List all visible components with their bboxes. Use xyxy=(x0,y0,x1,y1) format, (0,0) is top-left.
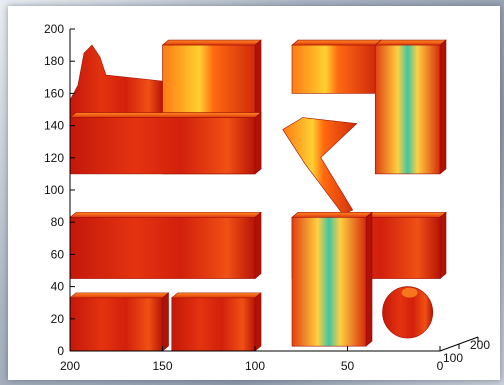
block-front-face xyxy=(69,297,163,352)
block-top-face xyxy=(291,212,373,218)
block-top-face xyxy=(291,39,383,46)
x-tick-label: 150 xyxy=(152,359,172,373)
block-front-face xyxy=(69,117,256,175)
block-top-right-a xyxy=(291,39,383,95)
x-tick-label: 200 xyxy=(60,359,80,373)
y-tick-label: 40 xyxy=(51,280,65,294)
block-bottom-left-box xyxy=(69,111,262,175)
y-tick-label: 120 xyxy=(44,151,64,165)
block-top-face xyxy=(69,112,262,118)
y-tick-label: 100 xyxy=(44,183,64,197)
block-top-face xyxy=(69,212,262,218)
y-tick-label: 20 xyxy=(51,312,65,326)
block-top-face xyxy=(170,292,262,299)
z-tick-label: 200 xyxy=(470,338,490,352)
block-side-face xyxy=(439,39,447,175)
x-tick-label: 100 xyxy=(245,359,265,373)
y-tick-label: 0 xyxy=(57,344,64,358)
block-center-wedge xyxy=(282,117,358,215)
y-tick-label: 80 xyxy=(51,215,65,229)
block-top-face xyxy=(161,39,262,46)
block-side-face xyxy=(254,211,262,280)
block-right-l-leg xyxy=(291,211,373,347)
block-side-face xyxy=(365,211,373,347)
block-side-face xyxy=(162,292,169,352)
wedge-shape xyxy=(282,117,358,215)
y-tick-label: 180 xyxy=(44,54,64,68)
block-front-face xyxy=(374,44,441,175)
y-tick-label: 60 xyxy=(51,247,65,261)
block-front-face xyxy=(291,217,367,347)
block-top-face xyxy=(69,292,170,299)
block-front-face xyxy=(291,44,376,94)
blob-shape xyxy=(382,286,434,339)
block-bottom-right-blob xyxy=(382,286,434,339)
blob-highlight xyxy=(401,287,418,298)
block-side-face xyxy=(439,211,447,280)
block-bottom-left-box-b xyxy=(170,292,262,352)
block-top-face xyxy=(374,39,447,46)
block-bottom-left-box-a xyxy=(69,292,170,352)
y-tick-label: 140 xyxy=(44,119,64,133)
block-top-right-b xyxy=(374,39,447,175)
y-tick-label: 160 xyxy=(44,86,64,100)
x-tick-label: 0 xyxy=(437,359,444,373)
z-tick-label: 100 xyxy=(443,351,463,365)
y-tick-label: 200 xyxy=(44,22,64,36)
block-side-face xyxy=(254,111,262,175)
block-mid-left-box xyxy=(69,211,262,280)
block-front-face xyxy=(69,217,256,279)
blocks-layer xyxy=(69,39,447,352)
block-side-face xyxy=(254,292,262,352)
x-tick-label: 50 xyxy=(341,359,355,373)
block-front-face xyxy=(171,297,256,352)
